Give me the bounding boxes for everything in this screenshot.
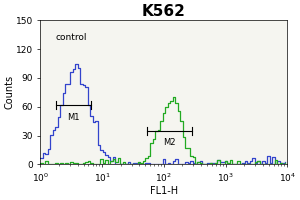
Text: M2: M2 (163, 138, 175, 147)
Text: M1: M1 (68, 113, 80, 122)
X-axis label: FL1-H: FL1-H (150, 186, 178, 196)
Y-axis label: Counts: Counts (4, 75, 14, 109)
Title: K562: K562 (142, 4, 186, 19)
Text: control: control (55, 33, 87, 42)
